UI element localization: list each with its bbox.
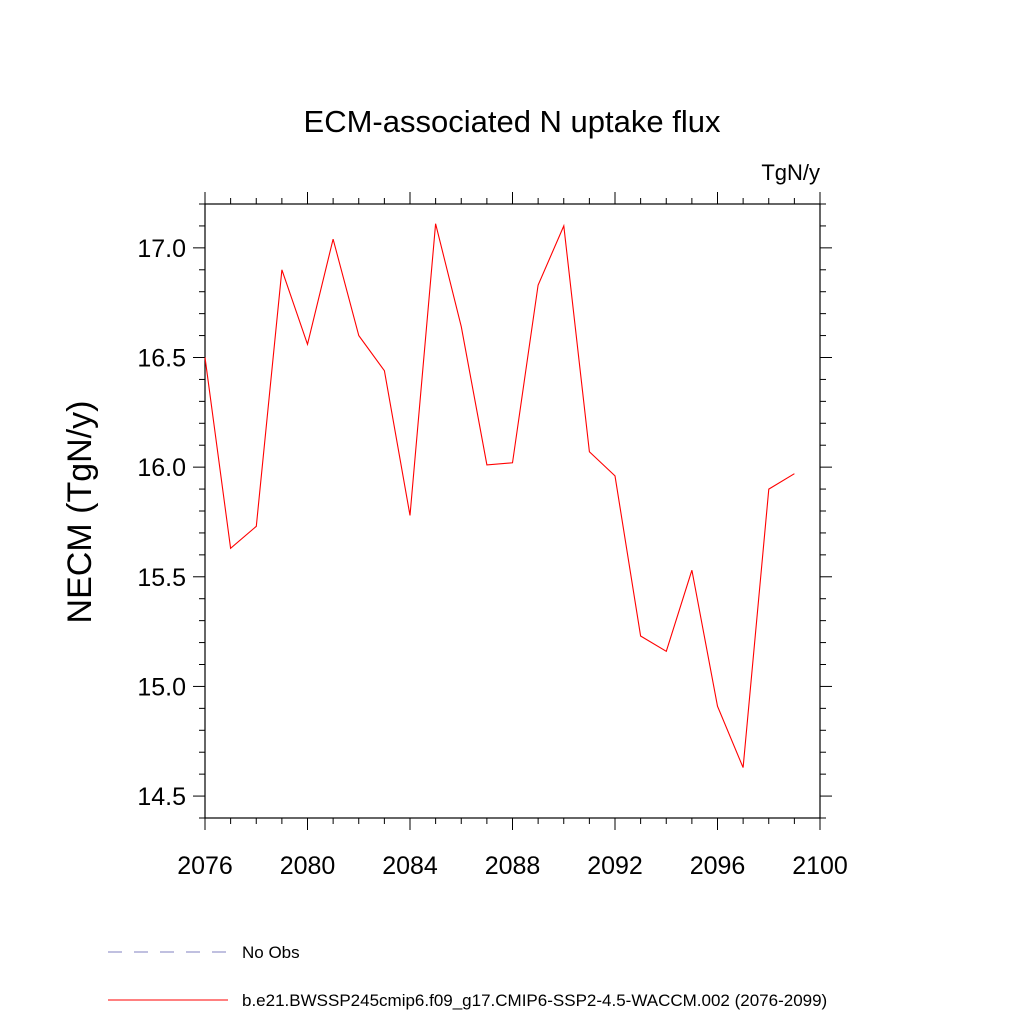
tick-labels: 2076 2080 2084 2088 2092 2096 2100 14.5 15.0 15.5… (137, 235, 847, 880)
x-tick-label: 2088 (485, 852, 541, 880)
chart-title: ECM-associated N uptake flux (304, 104, 721, 139)
units-label: TgN/y (761, 160, 820, 185)
x-tick-label: 2100 (792, 852, 848, 880)
legend: No Obs b.e21.BWSSP245cmip6.f09_g17.CMIP6-… (108, 943, 827, 1010)
series-group (204, 223, 795, 768)
series-line (204, 223, 795, 768)
y-tick-label: 15.5 (137, 564, 186, 592)
y-tick-label: 14.5 (137, 783, 186, 811)
x-tick-label: 2096 (690, 852, 746, 880)
plot-frame (204, 203, 821, 819)
y-axis-label: NECM (TgN/y) (61, 401, 99, 624)
x-tick-label: 2080 (280, 852, 336, 880)
legend-label: No Obs (242, 943, 300, 962)
y-tick-label: 15.0 (137, 673, 186, 701)
y-tick-label: 16.5 (137, 345, 186, 373)
y-tick-label: 17.0 (137, 235, 186, 263)
axis-ticks (193, 192, 832, 830)
x-tick-label: 2092 (587, 852, 643, 880)
y-tick-label: 16.0 (137, 454, 186, 482)
x-tick-label: 2084 (382, 852, 438, 880)
x-tick-label: 2076 (177, 852, 233, 880)
legend-label: b.e21.BWSSP245cmip6.f09_g17.CMIP6-SSP2-4… (242, 991, 827, 1010)
